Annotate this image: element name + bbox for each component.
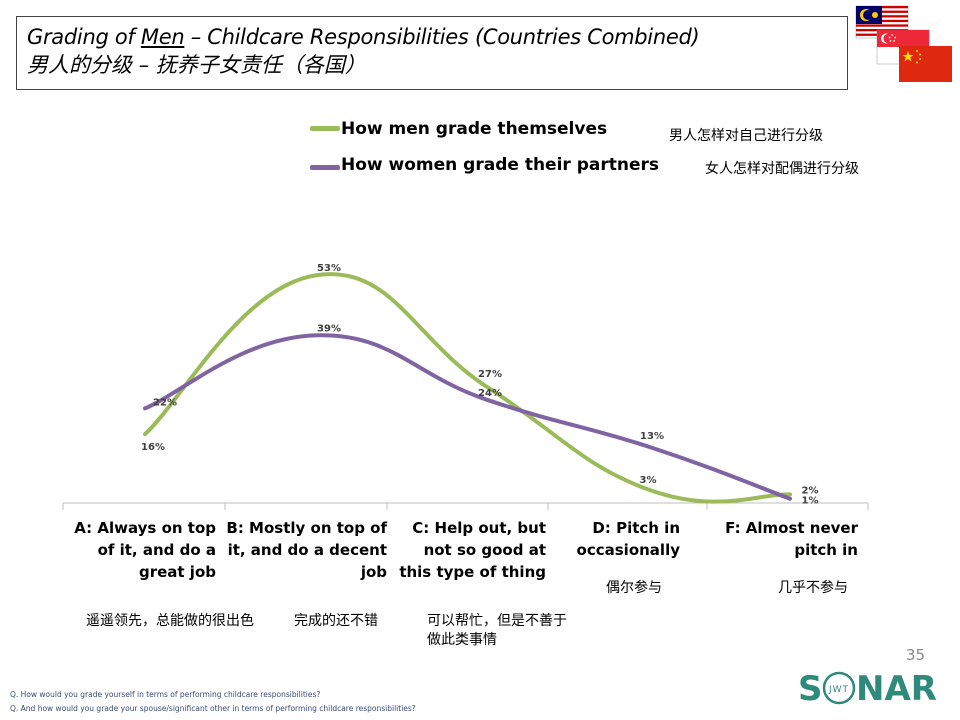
legend-label-women: How women grade their partners bbox=[341, 155, 659, 175]
title-prefix: Grading of bbox=[27, 25, 141, 49]
page-number: 35 bbox=[906, 646, 926, 664]
category-label-c: C: Help out, but not so good at this typ… bbox=[399, 519, 546, 581]
category-label-b: B: Mostly on top of it, and do a decent … bbox=[226, 519, 387, 581]
logo-ring bbox=[822, 671, 856, 705]
legend-swatch-women bbox=[310, 165, 340, 170]
category-label-a: A: Always on top of it, and do a great j… bbox=[74, 519, 216, 581]
footer-question-1: Q. How would you grade yourself in terms… bbox=[10, 690, 321, 699]
footer-question-2: Q. And how would you grade your spouse/s… bbox=[10, 704, 416, 713]
data-label: 27% bbox=[478, 369, 502, 380]
flags-graphic bbox=[855, 5, 952, 82]
data-label: 53% bbox=[317, 263, 341, 274]
data-label: 39% bbox=[317, 323, 341, 334]
legend-note-women-chinese: 女人怎样对配偶进行分级 bbox=[705, 161, 859, 177]
legend-note-men-chinese: 男人怎样对自己进行分级 bbox=[669, 128, 823, 144]
data-label: 16% bbox=[141, 442, 165, 453]
page-title: Grading of Men – Childcare Responsibilit… bbox=[27, 23, 837, 51]
category-note-c-chinese: 可以帮忙，但是不善于做此类事情 bbox=[427, 613, 567, 648]
title-underlined: Men bbox=[140, 25, 185, 49]
country-flags bbox=[852, 4, 956, 84]
data-label: 13% bbox=[640, 431, 664, 442]
china-flag bbox=[899, 46, 952, 82]
category-note-f-chinese: 几乎不参与 bbox=[778, 580, 848, 596]
series-line-women bbox=[143, 333, 792, 501]
sonar-jwt-logo: S JWT NAR bbox=[798, 666, 940, 710]
category-note-a-chinese: 遥遥领先，总能做的很出色 bbox=[86, 613, 254, 629]
legend-swatch-men bbox=[310, 126, 340, 131]
category-label-d: D: Pitch in occasionally bbox=[576, 519, 680, 559]
category-note-d-chinese: 偶尔参与 bbox=[606, 580, 662, 596]
logo-letters-nar: NAR bbox=[856, 669, 937, 709]
title-box: Grading of Men – Childcare Responsibilit… bbox=[16, 16, 848, 90]
data-label: 22% bbox=[153, 397, 177, 408]
data-label: 3% bbox=[640, 475, 657, 486]
legend-label-men: How men grade themselves bbox=[341, 119, 608, 139]
malaysia-flag bbox=[855, 5, 909, 39]
category-label-f: F: Almost never pitch in bbox=[725, 519, 858, 559]
category-note-b-chinese: 完成的还不错 bbox=[294, 613, 378, 629]
data-label: 1% bbox=[802, 496, 819, 507]
page-title-chinese: 男人的分级 – 抚养子女责任（各国） bbox=[27, 53, 366, 77]
logo-letter-s: S bbox=[798, 669, 823, 709]
data-label: 2% bbox=[802, 485, 819, 496]
data-label: 24% bbox=[478, 388, 502, 399]
series-line-men bbox=[143, 272, 792, 504]
logo-graphic: S JWT NAR bbox=[798, 669, 937, 709]
logo-sub: JWT bbox=[828, 685, 849, 695]
title-suffix: – Childcare Responsibilities (Countries … bbox=[184, 25, 700, 49]
